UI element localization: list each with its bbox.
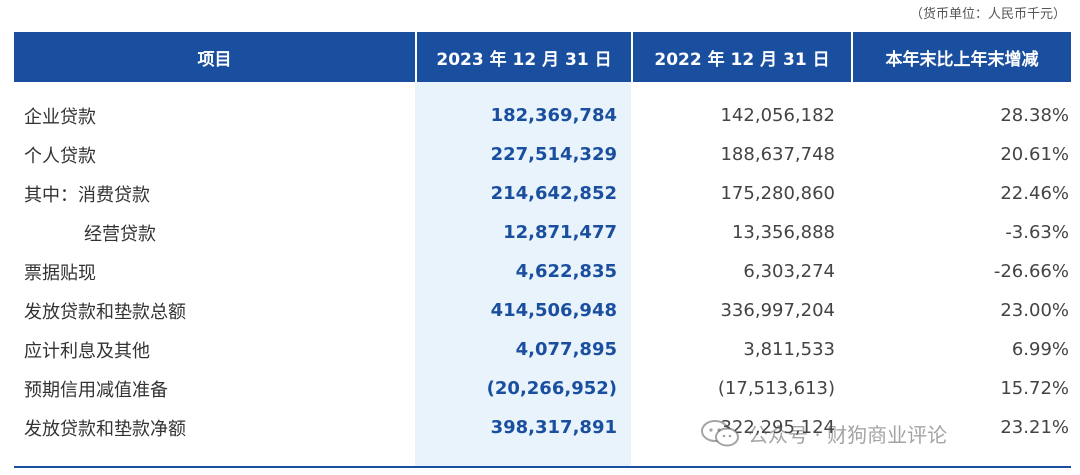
row-label: 发放贷款和垫款总额 bbox=[24, 301, 186, 323]
table-row: 预期信用减值准备 (20,266,952) (17,513,613) 15.72… bbox=[14, 369, 1071, 408]
row-label: 应计利息及其他 bbox=[24, 340, 150, 362]
header-2023: 2023 年 12 月 31 日 bbox=[415, 32, 631, 82]
header-2022: 2022 年 12 月 31 日 bbox=[631, 32, 851, 82]
table-row: 其中：消费贷款 214,642,852 175,280,860 22.46% bbox=[14, 174, 1071, 213]
header-item: 项目 bbox=[197, 49, 232, 70]
table-row: 发放贷款和垫款总额 414,506,948 336,997,204 23.00% bbox=[14, 291, 1071, 330]
table-row: 个人贷款 227,514,329 188,637,748 20.61% bbox=[14, 135, 1071, 174]
wechat-icon bbox=[701, 420, 739, 447]
value-2022: 3,811,533 bbox=[743, 339, 835, 360]
row-label: 发放贷款和垫款净额 bbox=[24, 418, 186, 440]
value-2023: 4,622,835 bbox=[515, 261, 617, 282]
table-bottom-rule bbox=[14, 466, 1071, 468]
value-2023: 398,317,891 bbox=[490, 417, 617, 438]
table-row: 企业贷款 182,369,784 142,056,182 28.38% bbox=[14, 96, 1071, 135]
table-row: 应计利息及其他 4,077,895 3,811,533 6.99% bbox=[14, 330, 1071, 369]
value-change: 23.21% bbox=[1000, 417, 1069, 438]
value-2022: 13,356,888 bbox=[731, 222, 835, 243]
value-2022: (17,513,613) bbox=[717, 378, 835, 399]
table-row: 票据贴现 4,622,835 6,303,274 -26.66% bbox=[14, 252, 1071, 291]
value-2022: 188,637,748 bbox=[720, 144, 835, 165]
value-2022: 336,997,204 bbox=[720, 300, 835, 321]
row-label: 其中：消费贷款 bbox=[24, 184, 150, 206]
value-2023: 12,871,477 bbox=[503, 222, 617, 243]
value-2023: 182,369,784 bbox=[490, 105, 617, 126]
value-change: 22.46% bbox=[1000, 183, 1069, 204]
table-row: 经营贷款 12,871,477 13,356,888 -3.63% bbox=[14, 213, 1071, 252]
value-2022: 175,280,860 bbox=[720, 183, 835, 204]
value-change: -26.66% bbox=[993, 261, 1069, 282]
table-body: 企业贷款 182,369,784 142,056,182 28.38% 个人贷款… bbox=[14, 82, 1071, 447]
value-2023: 4,077,895 bbox=[515, 339, 617, 360]
watermark: 公众号 · 财狗商业评论 bbox=[700, 415, 947, 451]
table-row: 发放贷款和垫款净额 398,317,891 322,295,124 23.21% bbox=[14, 408, 1071, 447]
value-2023: 227,514,329 bbox=[490, 144, 617, 165]
value-change: -3.63% bbox=[1005, 222, 1069, 243]
loan-table: 项目 2023 年 12 月 31 日 2022 年 12 月 31 日 本年末… bbox=[14, 32, 1071, 467]
header-change: 本年末比上年末增减 bbox=[851, 32, 1071, 82]
value-2022: 322,295,124 bbox=[720, 417, 835, 438]
row-label: 企业贷款 bbox=[24, 106, 96, 128]
row-label: 经营贷款 bbox=[84, 223, 156, 245]
value-2023: (20,266,952) bbox=[486, 378, 617, 399]
row-label: 票据贴现 bbox=[24, 262, 96, 284]
current-year-column-highlight bbox=[415, 82, 631, 467]
table-header: 项目 2023 年 12 月 31 日 2022 年 12 月 31 日 本年末… bbox=[14, 32, 1071, 82]
value-change: 28.38% bbox=[1000, 105, 1069, 126]
currency-unit-note: （货币单位：人民币千元） bbox=[909, 7, 1066, 22]
value-change: 23.00% bbox=[1000, 300, 1069, 321]
value-2022: 6,303,274 bbox=[743, 261, 835, 282]
value-2023: 414,506,948 bbox=[490, 300, 617, 321]
value-2022: 142,056,182 bbox=[720, 105, 835, 126]
row-label: 个人贷款 bbox=[24, 145, 96, 167]
value-change: 6.99% bbox=[1011, 339, 1069, 360]
row-label: 预期信用减值准备 bbox=[24, 379, 168, 401]
value-change: 20.61% bbox=[1000, 144, 1069, 165]
value-2023: 214,642,852 bbox=[490, 183, 617, 204]
value-change: 15.72% bbox=[1000, 378, 1069, 399]
watermark-text: 公众号 · 财狗商业评论 bbox=[748, 422, 948, 447]
